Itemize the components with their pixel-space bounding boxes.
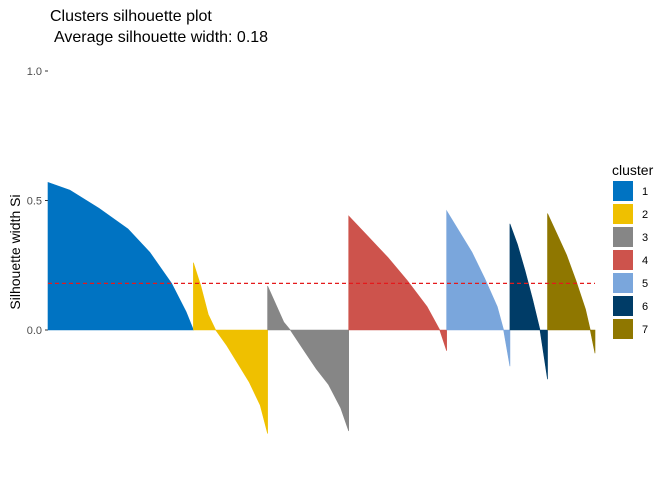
legend-label-4: 4 <box>642 255 648 267</box>
silhouette-bars <box>47 181 596 434</box>
chart-subtitle: Average silhouette width: 0.18 <box>54 29 268 46</box>
legend-swatch-6 <box>613 296 633 316</box>
legend-swatch-4 <box>613 250 633 270</box>
y-tick-label-1: 0.5 <box>27 196 42 208</box>
legend-label-2: 2 <box>642 209 648 221</box>
cluster-6-bars <box>509 223 548 380</box>
y-axis: 0.0 0.5 1.0 <box>27 66 48 337</box>
cluster-5-bars <box>446 209 511 367</box>
legend-title: cluster <box>612 162 654 178</box>
y-tick-label-0: 0.0 <box>27 325 42 337</box>
cluster-1-bars <box>47 181 194 331</box>
cluster-7-bars <box>547 213 596 354</box>
cluster-3-bars <box>267 285 349 432</box>
legend-label-6: 6 <box>642 301 648 313</box>
cluster-4-bars <box>348 215 447 351</box>
chart-title: Clusters silhouette plot <box>50 8 212 25</box>
y-axis-title: Silhouette width Si <box>7 194 23 309</box>
legend-label-5: 5 <box>642 278 648 290</box>
legend-swatch-1 <box>613 181 633 201</box>
legend: cluster 1 2 3 4 5 6 7 <box>612 162 654 339</box>
legend-swatch-3 <box>613 227 633 247</box>
legend-label-7: 7 <box>642 324 648 336</box>
legend-swatch-5 <box>613 273 633 293</box>
legend-label-3: 3 <box>642 232 648 244</box>
cluster-2-bars <box>193 262 268 434</box>
legend-swatch-2 <box>613 204 633 224</box>
legend-label-1: 1 <box>642 186 648 198</box>
legend-swatch-7 <box>613 319 633 339</box>
y-tick-label-2: 1.0 <box>27 66 42 78</box>
